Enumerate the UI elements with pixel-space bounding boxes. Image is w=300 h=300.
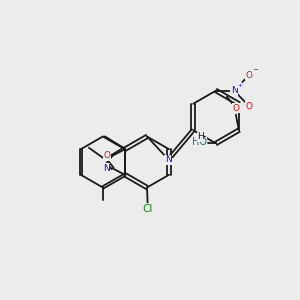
Text: O: O: [103, 151, 110, 160]
Text: HO: HO: [192, 137, 207, 147]
Text: N: N: [165, 155, 172, 164]
Text: O: O: [245, 70, 253, 80]
Text: +: +: [237, 83, 242, 88]
Text: O: O: [245, 102, 253, 111]
Text: N: N: [231, 86, 237, 95]
Text: −: −: [252, 67, 258, 73]
Text: O: O: [232, 103, 239, 112]
Text: H: H: [197, 132, 204, 141]
Text: Cl: Cl: [142, 204, 153, 214]
Text: N: N: [103, 164, 110, 173]
